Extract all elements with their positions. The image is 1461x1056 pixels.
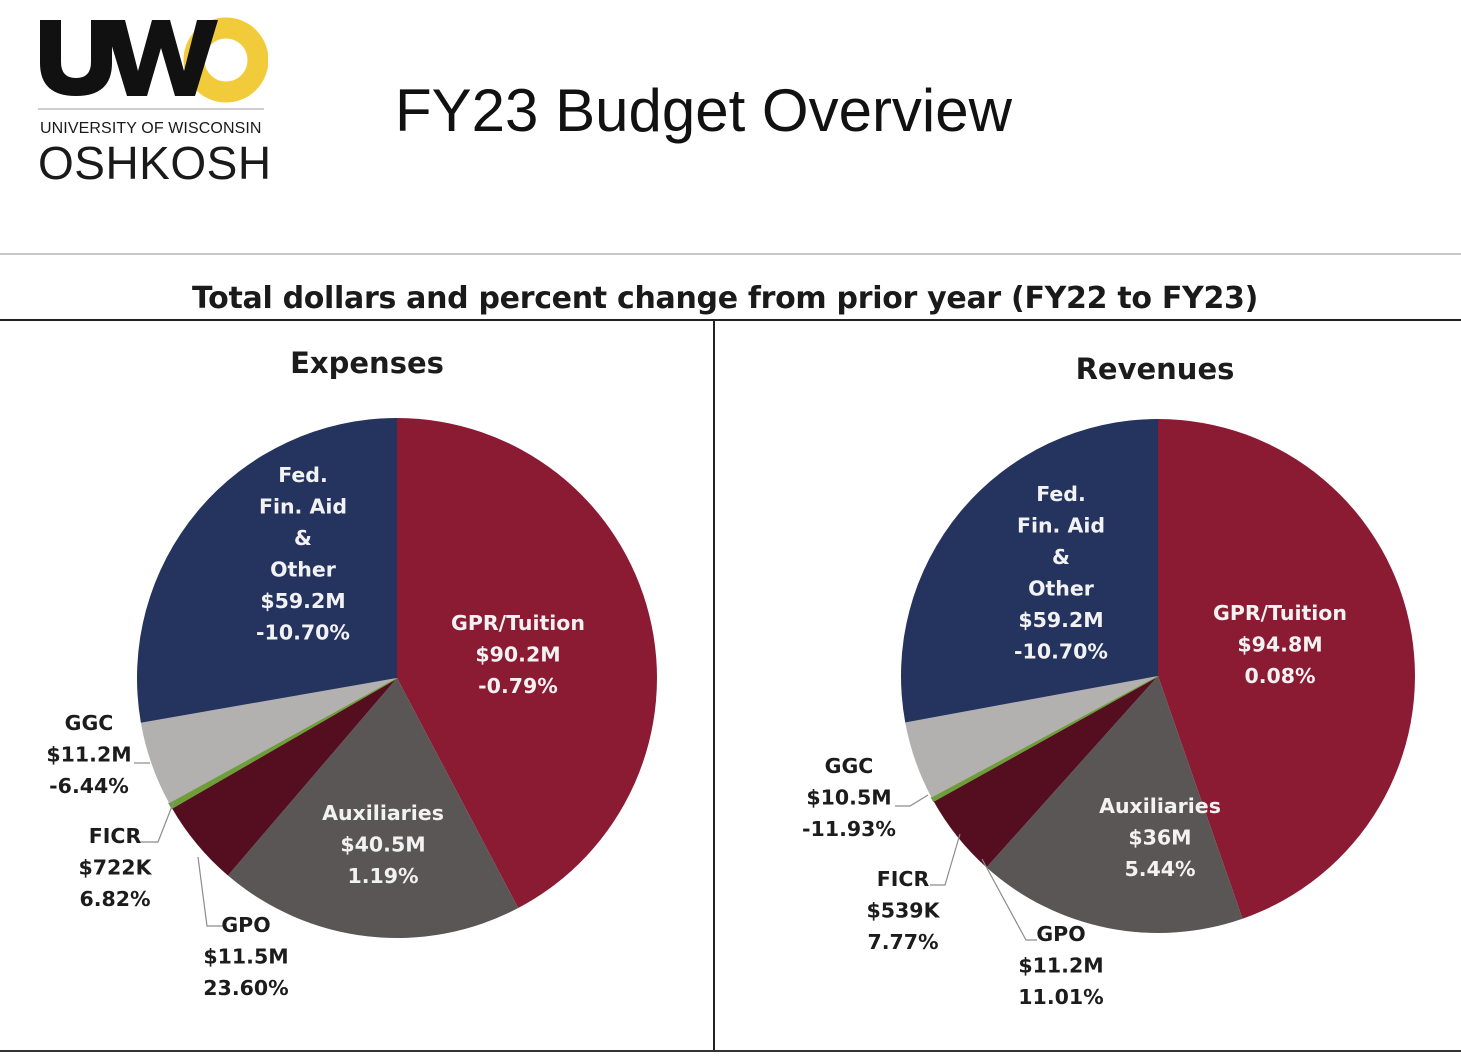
pie-slice-ggc [905,676,1158,798]
slice-label-auxiliaries: Auxiliaries $40.5M 1.19% [322,801,444,888]
slice-label-auxiliaries: Auxiliaries $36M 5.44% [1099,794,1221,881]
slice-label-fed: Fed. Fin. Aid & Other $59.2M -10.70% [1014,482,1108,664]
uwo-logo-mark [40,17,268,103]
pie-slice-fed [900,419,1158,723]
leader-line-gpo [981,858,1037,941]
logo-campus-name: OSHKOSH [38,137,272,189]
leader-line-ggc [895,794,929,807]
pie-slice-gpr [1158,419,1415,919]
slice-label-gpo: GPO $11.2M 11.01% [1018,922,1103,1009]
slice-label-ggc: GGC $11.2M -6.44% [46,711,131,798]
leader-line-gpo [197,856,224,927]
pie-slice-ggc [140,678,397,804]
pie-slice-auxiliaries [986,676,1243,933]
logo-divider [38,108,264,110]
slice-label-gpo: GPO $11.5M 23.60% [203,913,288,1000]
slice-label-fed: Fed. Fin. Aid & Other $59.2M -10.70% [256,463,350,645]
slice-label-ggc: GGC $10.5M -11.93% [802,754,896,841]
panel-bottom-rule [0,1050,1461,1052]
header-divider [0,253,1461,255]
pie-slice-auxiliaries [227,678,519,938]
pie-slice-ficr [168,677,398,810]
leader-line-ficr [930,833,961,886]
slice-label-ficr: FICR $722K 6.82% [79,824,153,911]
panel-top-rule [0,319,1461,321]
expenses-pie: Expenses GPR/Tuition $90.2M -0.79% Auxiliari… [46,346,657,1000]
slice-label-gpr: GPR/Tuition $90.2M -0.79% [451,611,585,698]
pie-slice-gpr [397,418,657,909]
slice-label-gpr: GPR/Tuition $94.8M 0.08% [1213,601,1347,688]
pie-title: Expenses [290,346,444,380]
pie-slice-fed [137,418,398,723]
pie-slice-ficr [930,675,1159,803]
pie-slice-gpo [171,678,397,876]
leader-line-ficr [140,800,175,843]
revenues-pie: Revenues GPR/Tuition $94.8M 0.08% Auxiliarie… [802,352,1415,1009]
logo-university-text: UNIVERSITY OF WISCONSIN [40,120,262,137]
pie-title: Revenues [1076,352,1235,386]
panel-divider [713,320,715,1052]
pie-slice-gpo [933,676,1158,868]
chart-heading: Total dollars and percent change from pr… [191,281,1259,316]
slice-label-ficr: FICR $539K 7.77% [867,867,941,954]
uwo-logo: UNIVERSITY OF WISCONSIN OSHKOSH [38,16,271,189]
page-title: FY23 Budget Overview [395,77,1012,144]
